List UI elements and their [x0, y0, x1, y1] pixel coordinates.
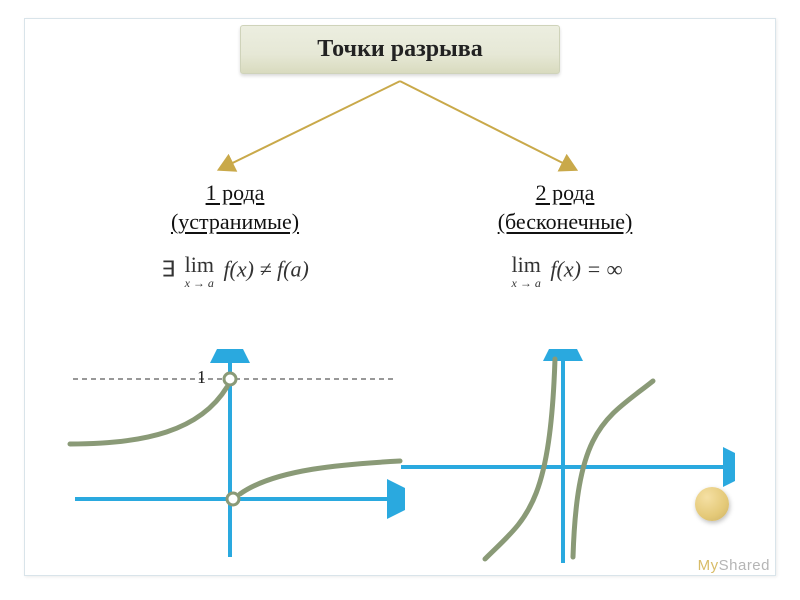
left-subtitle-line2: (устранимые) — [171, 209, 299, 234]
left-column: 1 рода (устранимые) ∃ lim x → a f(x) ≠ f… — [65, 179, 405, 291]
lim-sub: x → a — [512, 276, 541, 291]
left-curve — [70, 387, 400, 494]
right-formula-body: f(x) = ∞ — [550, 257, 622, 282]
left-formula: ∃ lim x → a f(x) ≠ f(a) — [65, 252, 405, 291]
lim-block: lim x → a — [185, 252, 214, 291]
watermark: MyShared — [698, 557, 770, 574]
watermark-my: My — [698, 557, 719, 574]
right-subtitle-line1: 2 рода — [536, 180, 595, 205]
right-subtitle-line2: (бесконечные) — [498, 209, 633, 234]
right-graph-svg — [395, 349, 735, 569]
left-formula-body: f(x) ≠ f(a) — [223, 257, 308, 282]
hole-top — [224, 373, 236, 385]
lim-text: lim — [512, 252, 541, 278]
lim-text: lim — [185, 252, 214, 278]
left-subtitle-line1: 1 рода — [206, 180, 265, 205]
right-formula: lim x → a f(x) = ∞ — [395, 252, 735, 291]
watermark-rest: Shared — [719, 557, 770, 574]
right-curve-left-branch — [485, 359, 555, 559]
connector-arrows — [25, 73, 775, 193]
right-graph — [395, 349, 735, 569]
corner-decoration-dot — [695, 487, 729, 521]
left-graph: 1 — [65, 349, 405, 569]
hole-origin — [227, 493, 239, 505]
slide-frame: Точки разрыва 1 рода (устранимые) ∃ lim … — [24, 18, 776, 576]
lim-block: lim x → a — [512, 252, 541, 291]
title-text: Точки разрыва — [317, 36, 483, 62]
y-tick-label: 1 — [197, 367, 206, 388]
exists-symbol: ∃ — [161, 257, 175, 282]
right-column: 2 рода (бесконечные) lim x → a f(x) = ∞ — [395, 179, 735, 291]
title-box: Точки разрыва — [240, 25, 560, 74]
right-subtitle: 2 рода (бесконечные) — [395, 179, 735, 236]
lim-sub: x → a — [185, 276, 214, 291]
left-subtitle: 1 рода (устранимые) — [65, 179, 405, 236]
left-graph-svg — [65, 349, 405, 569]
